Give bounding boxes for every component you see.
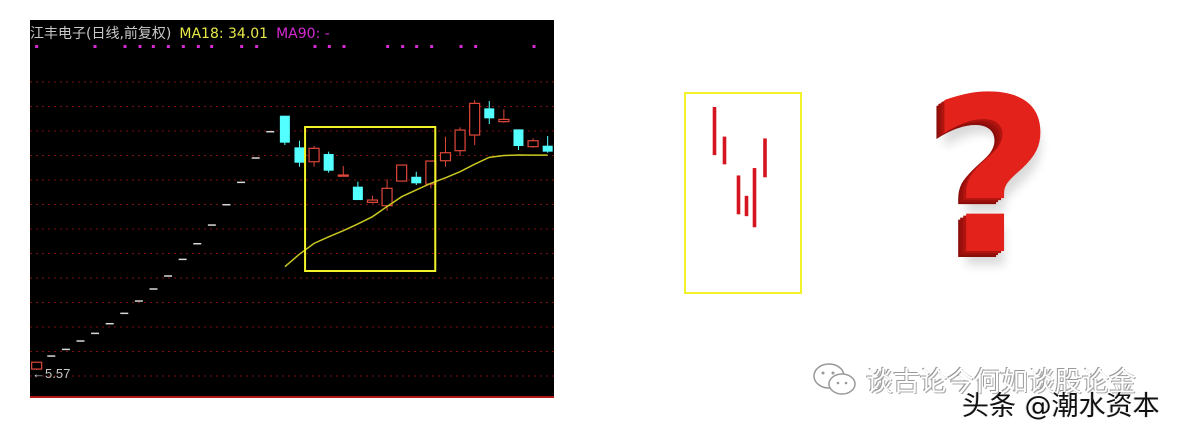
ma90-label: MA90: - — [276, 26, 330, 42]
pattern-bar — [722, 136, 727, 165]
candle-down — [513, 129, 524, 146]
candle-up — [469, 102, 481, 136]
candle-down — [294, 147, 305, 163]
candle-down — [484, 108, 495, 119]
candle-up — [498, 118, 510, 123]
ma90-dot — [342, 45, 346, 48]
candle-down — [323, 154, 334, 171]
ma90-dot — [123, 45, 127, 48]
ma90-dot — [93, 45, 97, 48]
candle-up — [366, 199, 379, 203]
ma90-dot — [240, 45, 244, 48]
ma90-dot — [532, 45, 536, 48]
ma90-dot — [386, 45, 390, 48]
pattern-bar — [763, 138, 767, 178]
candle-up — [396, 164, 408, 182]
watermark-slogan: 谈古论今何如谈股论金 — [866, 367, 1136, 398]
chart-title-bar: 江丰电子(日线,前复权) MA18: 34.01 MA90: - — [30, 23, 330, 43]
ma18-line — [284, 154, 548, 268]
candle-down — [542, 145, 553, 152]
candle-up — [527, 140, 539, 148]
pattern-bar — [744, 195, 749, 217]
ma90-dot — [151, 45, 155, 48]
candle-up — [31, 361, 43, 370]
pattern-bars — [712, 107, 767, 228]
kline-plot — [30, 45, 554, 398]
ma90-dot — [210, 45, 214, 48]
ma90-dot — [196, 45, 200, 48]
pattern-bar — [736, 175, 741, 215]
question-mark-3d-icon: ? — [929, 51, 1055, 302]
candle-down — [279, 115, 290, 143]
candle-up — [454, 129, 466, 152]
ma90-dot — [459, 45, 463, 48]
watermark-author: 头条 @潮水资本 — [962, 391, 1160, 422]
ma18-label: MA18: 34.01 — [179, 26, 269, 42]
ma90-dot — [415, 45, 419, 48]
kline-chart[interactable]: 江丰电子(日线,前复权) MA18: 34.01 MA90: - ←5.57 — [30, 20, 554, 398]
ma90-dot — [166, 45, 170, 48]
wechat-icon — [813, 362, 856, 395]
pattern-bar — [752, 168, 757, 228]
candle-down — [352, 186, 363, 201]
ma90-dot — [138, 45, 142, 48]
ma90-dot — [327, 45, 331, 48]
ma90-dot — [255, 45, 259, 48]
stock-name: 江丰电子(日线,前复权) — [30, 26, 172, 42]
pattern-illustration — [684, 92, 802, 294]
candle-up — [381, 187, 393, 207]
ma90-dot — [430, 45, 434, 48]
ma90-dot — [313, 45, 317, 48]
highlight-box — [304, 126, 437, 272]
candle-up — [439, 152, 452, 162]
ma90-dot — [35, 45, 39, 48]
candle-down — [411, 176, 422, 184]
ma90-dot — [181, 45, 185, 48]
candle-up — [308, 147, 320, 163]
ma90-dot — [474, 45, 478, 48]
watermark-line1: 谈古论今何如谈股论金 — [812, 360, 1136, 399]
candle-up — [337, 174, 349, 177]
low-price-marker: ←5.57 — [32, 366, 71, 381]
ma90-dot — [401, 45, 405, 48]
pattern-bar — [712, 107, 717, 156]
